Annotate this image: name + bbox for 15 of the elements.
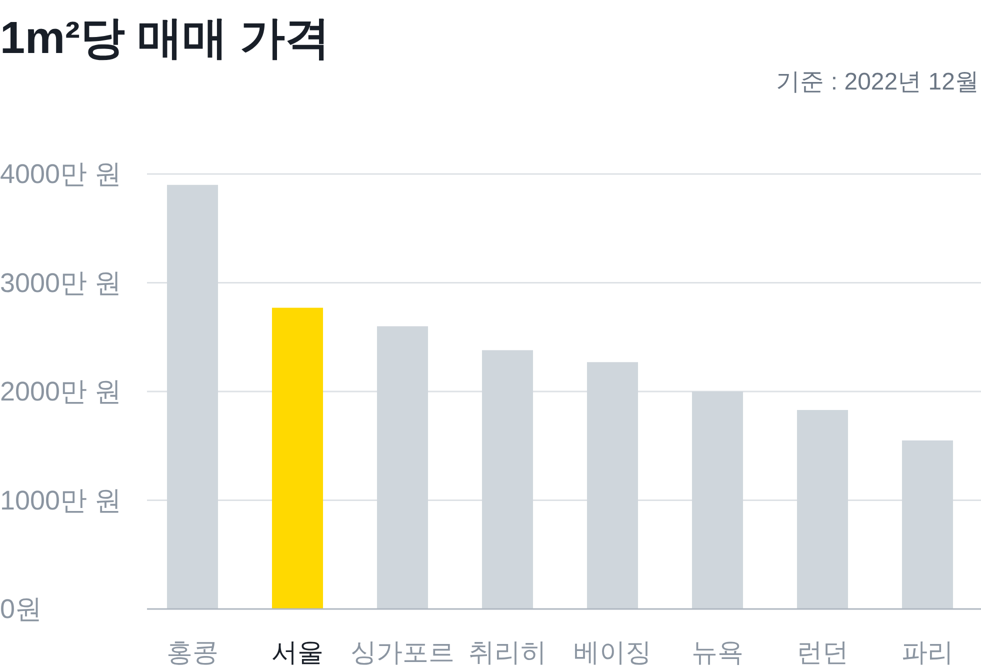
y-tick-label: 4000만 원 xyxy=(0,159,122,189)
annotation: 기준 : 2022년 12월 xyxy=(776,68,979,96)
title: 1m²당 매매 가격 xyxy=(0,12,330,63)
y-tick-label: 3000만 원 xyxy=(0,268,122,298)
x-tick-label: 싱가포르 xyxy=(350,637,454,667)
x-tick-label: 취리히 xyxy=(468,637,546,667)
y-tick-label: 0원 xyxy=(0,594,42,624)
x-tick-label: 런던 xyxy=(796,637,848,667)
x-tick-label: 베이징 xyxy=(574,637,652,667)
y-tick-label: 1000만 원 xyxy=(0,485,122,516)
x-tick-label: 파리 xyxy=(902,637,954,667)
y-tick-label: 2000만 원 xyxy=(0,376,122,406)
x-tick-label: 홍콩 xyxy=(166,637,218,667)
x-tick-label: 뉴욕 xyxy=(692,637,744,667)
x-tick-label: 서울 xyxy=(272,637,324,667)
